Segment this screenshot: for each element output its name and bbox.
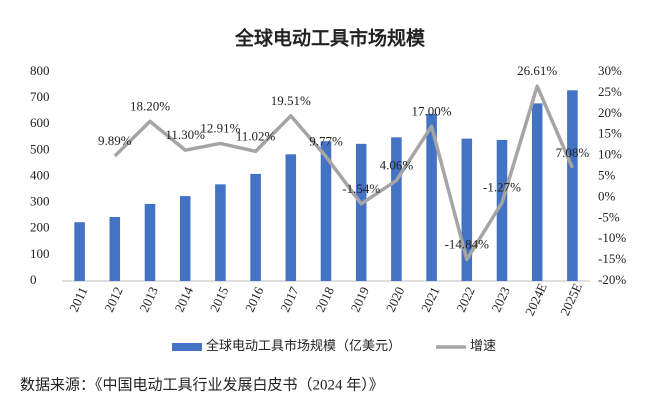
bar (215, 184, 226, 281)
bar (391, 137, 402, 281)
x-tick-label: 2021 (418, 284, 443, 314)
y2-tick-label: 5% (598, 167, 616, 182)
bar (355, 143, 367, 281)
x-tick-label: 2012 (101, 284, 126, 314)
bar (250, 173, 261, 281)
y-tick-label: 100 (30, 246, 50, 261)
legend-label: 全球电动工具市场规模（亿美元） (206, 338, 401, 353)
bar (567, 90, 578, 281)
y-tick-label: 600 (30, 115, 50, 130)
data-label: 17.00% (412, 103, 452, 118)
x-tick-label: 2023 (488, 284, 513, 314)
data-label: 18.20% (130, 98, 170, 113)
data-label: 11.30% (165, 127, 205, 142)
x-tick-label: 2025E (557, 281, 585, 318)
x-tick-label: 2020 (383, 284, 408, 314)
bar (320, 141, 332, 281)
legend-swatch (172, 343, 202, 351)
y2-tick-label: -20% (598, 272, 626, 287)
source-note: 数据来源：《中国电动工具行业发展白皮书（2024 年）》 (20, 376, 384, 393)
data-label: 9.89% (98, 133, 132, 148)
x-tick-label: 2019 (348, 284, 373, 314)
y-tick-label: 400 (30, 167, 50, 182)
x-tick-label: 2013 (136, 284, 161, 314)
y-tick-label: 200 (30, 220, 50, 235)
data-label: -1.54% (342, 181, 380, 196)
y2-tick-label: 10% (598, 147, 622, 162)
bar (461, 138, 473, 281)
y-tick-label: 0 (30, 272, 37, 287)
y2-tick-label: 25% (598, 84, 622, 99)
data-label: 26.61% (517, 63, 557, 78)
bar (179, 196, 191, 281)
y-tick-label: 500 (30, 141, 50, 156)
y2-tick-label: 30% (598, 63, 622, 78)
chart-title: 全球电动工具市场规模 (234, 26, 426, 49)
y2-tick-label: 20% (598, 105, 622, 120)
y2-tick-label: 15% (598, 126, 622, 141)
y2-tick-label: -15% (598, 251, 626, 266)
x-tick-label: 2017 (277, 284, 302, 314)
bar (109, 216, 121, 281)
y2-tick-label: 0% (598, 188, 616, 203)
data-label: 12.91% (200, 120, 240, 135)
x-tick-label: 2011 (66, 285, 90, 314)
data-label: -14.84% (445, 236, 490, 251)
growth-line (113, 84, 575, 262)
x-tick-label: 2016 (242, 284, 267, 314)
bar (144, 203, 156, 281)
x-tick-label: 2015 (207, 284, 232, 314)
data-label: 7.08% (556, 145, 590, 160)
y-tick-label: 300 (30, 194, 50, 209)
x-tick-label: 2024E (522, 281, 550, 318)
x-tick-label: 2022 (453, 284, 478, 314)
data-label: 11.02% (236, 128, 276, 143)
bar (285, 154, 297, 281)
data-label: -1.27% (483, 180, 521, 195)
y2-tick-label: -10% (598, 230, 626, 245)
data-label: 4.06% (380, 157, 414, 172)
bar (74, 222, 85, 281)
data-label: 9.77% (309, 134, 343, 149)
y-tick-label: 700 (30, 89, 50, 104)
x-tick-label: 2014 (172, 284, 197, 314)
bar (496, 139, 508, 281)
data-label: 19.51% (271, 93, 311, 108)
bar (426, 113, 437, 281)
legend-label: 增速 (470, 338, 496, 353)
bar (531, 103, 543, 281)
x-tick-label: 2018 (312, 284, 337, 314)
y2-tick-label: -5% (598, 209, 620, 224)
y-tick-label: 800 (30, 63, 50, 78)
